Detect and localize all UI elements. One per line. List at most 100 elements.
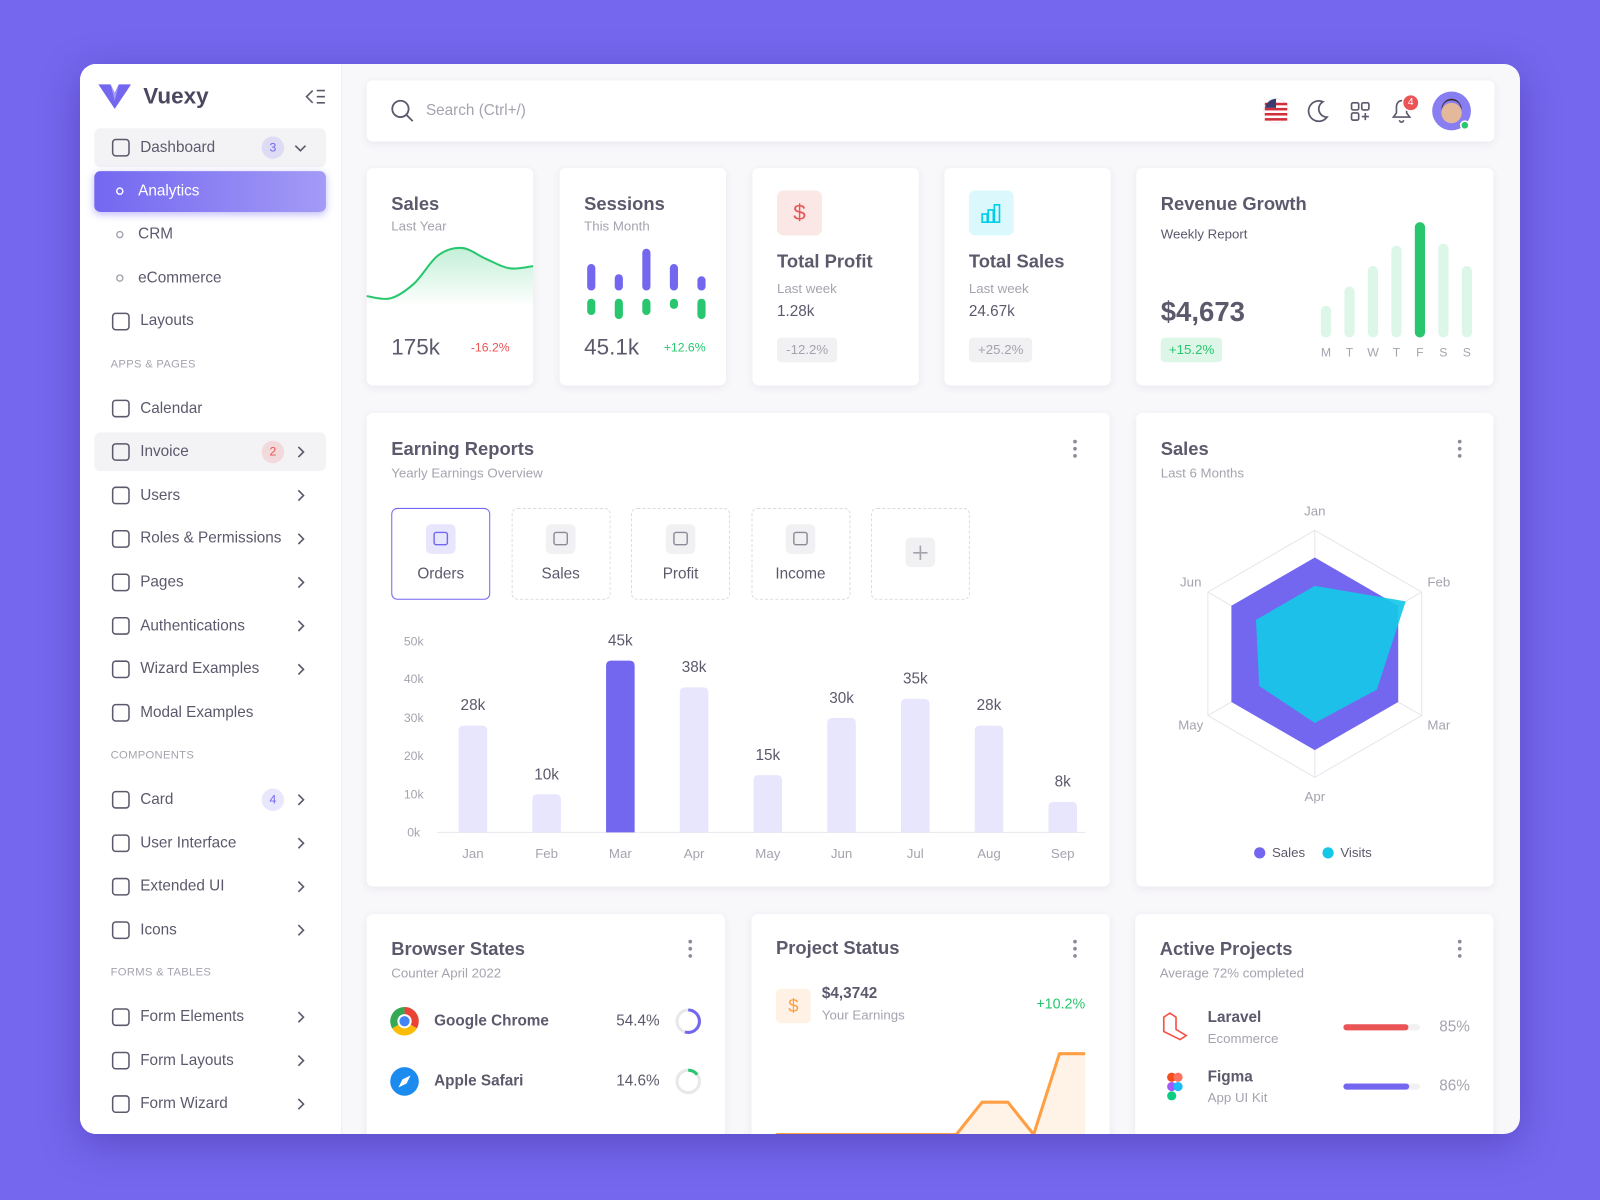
more-menu-dot [1073, 954, 1077, 958]
weekday-label: F [1416, 345, 1424, 360]
chevron [297, 620, 305, 632]
tab-label[interactable]: Income [775, 565, 826, 583]
weekday-label: W [1367, 345, 1379, 360]
stat-subtitle: Last Year [391, 218, 447, 234]
menu-icon [111, 399, 130, 418]
apps-icon [1350, 101, 1360, 111]
menu-label[interactable]: Roles & Permissions [140, 529, 282, 548]
x-tick-label: Jan [462, 845, 484, 862]
menu-label[interactable]: Modal Examples [140, 703, 254, 721]
earnings-amount: $4,3742 [821, 984, 878, 1002]
earnings-icon-bg [775, 988, 811, 1024]
navbar [366, 80, 1495, 142]
chevron [297, 924, 305, 936]
collapse-icon [305, 89, 325, 104]
more-menu-dot [1073, 946, 1077, 951]
menu-label[interactable]: Form Elements [140, 1007, 244, 1026]
tab-icon-bg [785, 524, 816, 554]
tab-icon [673, 531, 688, 546]
tab-label[interactable]: Sales [541, 565, 580, 583]
bar [827, 717, 856, 833]
x-tick-label: Mar [608, 845, 632, 862]
project-card [751, 914, 1110, 1134]
progress-bar [1343, 1024, 1409, 1031]
menu-label[interactable]: Calendar [140, 399, 203, 417]
bar [1048, 801, 1078, 833]
project-logo [1162, 1012, 1188, 1041]
tab-label[interactable]: Orders [417, 565, 465, 583]
search-input[interactable]: Search (Ctrl+/) [425, 101, 526, 120]
session-bar-up [587, 264, 596, 291]
chevron [297, 533, 305, 545]
menu-label[interactable]: Form Wizard [140, 1094, 228, 1113]
menu-label[interactable]: CRM [138, 225, 174, 243]
project-subtitle: App UI Kit [1207, 1089, 1268, 1106]
menu-label[interactable]: Icons [140, 921, 177, 939]
menu-label[interactable]: Wizard Examples [140, 660, 260, 678]
tab-label[interactable]: Profit [662, 565, 699, 583]
radar-axis-label: Mar [1427, 717, 1451, 733]
chevron [297, 663, 305, 676]
menu-label[interactable]: Pages [140, 573, 184, 591]
tab-icon [553, 531, 569, 546]
bar-value-label: 15k [755, 746, 781, 764]
apps-icon [1350, 112, 1360, 121]
stat-subtitle: Last week [968, 280, 1029, 296]
x-tick-label: Jul [906, 845, 924, 862]
card-subtitle: Weekly Report [1160, 226, 1248, 242]
browser-name: Apple Safari [434, 1072, 524, 1090]
menu-label[interactable]: Dashboard [140, 138, 216, 156]
more-menu-dot [688, 939, 693, 944]
tab[interactable] [750, 507, 850, 600]
stat-change: -12.2% [777, 337, 838, 362]
stat-value: 1.28k [777, 302, 815, 321]
radar-axis-label: May [1178, 717, 1204, 733]
menu-label[interactable]: Analytics [138, 181, 200, 200]
bar [679, 687, 709, 833]
weekday-label: S [1439, 345, 1448, 360]
tab[interactable] [391, 507, 491, 600]
menu-label[interactable]: Authentications [140, 616, 245, 635]
project-logo [1167, 1091, 1177, 1101]
tab[interactable] [870, 507, 970, 600]
menu-label[interactable]: Invoice [140, 442, 189, 461]
flag-stripe [1264, 112, 1288, 116]
weekly-bar [1438, 243, 1449, 338]
bar-value-label: 28k [460, 696, 486, 715]
more-menu-dot [1457, 446, 1462, 451]
menu-label[interactable]: Layouts [140, 312, 194, 330]
tab[interactable] [631, 507, 731, 600]
card-subtitle: Average 72% completed [1159, 965, 1305, 981]
card-subtitle: Last 6 Months [1160, 465, 1245, 481]
weekly-bar [1391, 245, 1402, 338]
bar-value-label: 10k [534, 765, 559, 784]
brand-name: Vuexy [143, 83, 209, 109]
weekly-bar [1367, 266, 1379, 338]
weekly-bar [1320, 305, 1332, 338]
tab[interactable] [511, 507, 611, 600]
chevron [297, 1098, 305, 1110]
apps-icon [1360, 101, 1370, 111]
session-bar-down [642, 298, 651, 316]
bar-value-label: 45k [608, 632, 633, 650]
stat-title: Sales [391, 193, 440, 215]
menu-item-active[interactable] [94, 170, 326, 212]
flag-stripe [1264, 118, 1288, 121]
stat-title: Sessions [584, 193, 665, 215]
weekly-bar [1461, 266, 1472, 338]
menu-item-bg[interactable] [94, 432, 326, 472]
menu-label[interactable]: Users [140, 486, 181, 504]
menu-label[interactable]: User Interface [140, 834, 237, 852]
project-logo [1173, 1081, 1183, 1092]
more-menu-dot [1073, 446, 1077, 451]
browser-logo-center [397, 1014, 412, 1029]
menu-label[interactable]: Card [140, 790, 174, 808]
menu-label[interactable]: eCommerce [138, 268, 222, 287]
menu-item-bg[interactable] [94, 128, 326, 168]
menu-label[interactable]: Extended UI [140, 877, 225, 895]
card-subtitle: Yearly Earnings Overview [391, 465, 543, 481]
notification-count: 4 [1407, 96, 1414, 108]
menu-label[interactable]: Form Layouts [140, 1051, 234, 1069]
earnings-icon: $ [788, 995, 798, 1016]
bar-value-label: 35k [902, 670, 928, 688]
